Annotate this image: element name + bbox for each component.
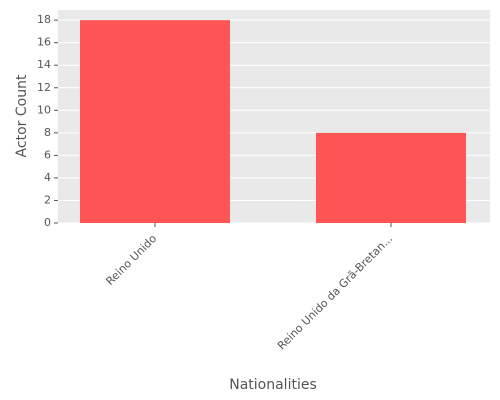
bar [316, 132, 466, 223]
bar [80, 20, 230, 224]
x-tick-label: Reino Unido da Grã-Bretan... [275, 232, 395, 352]
y-tick-label: 18 [37, 13, 51, 26]
x-axis-title: Nationalities [229, 377, 317, 393]
y-tick-label: 4 [44, 171, 51, 184]
y-tick-label: 16 [37, 36, 51, 49]
y-axis-title: Actor Count [14, 74, 30, 157]
y-tick-label: 6 [44, 148, 51, 161]
y-tick-label: 14 [37, 58, 51, 71]
y-tick-label: 0 [44, 216, 51, 229]
y-tick-label: 12 [37, 81, 51, 94]
y-tick-label: 2 [44, 193, 51, 206]
x-tick-label: Reino Unido [103, 232, 159, 288]
y-tick-label: 8 [44, 126, 51, 139]
y-tick-label: 10 [37, 103, 51, 116]
